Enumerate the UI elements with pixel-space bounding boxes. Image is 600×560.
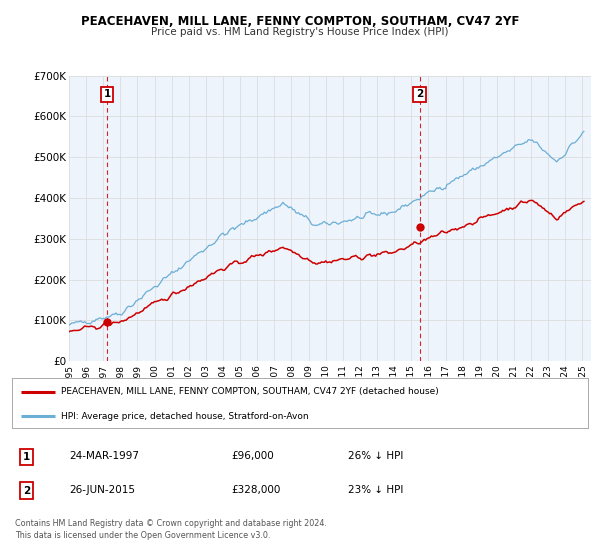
Text: £328,000: £328,000 (231, 485, 280, 495)
Text: 26-JUN-2015: 26-JUN-2015 (69, 485, 135, 495)
Text: Price paid vs. HM Land Registry's House Price Index (HPI): Price paid vs. HM Land Registry's House … (151, 27, 449, 38)
Text: 24-MAR-1997: 24-MAR-1997 (69, 451, 139, 461)
Text: PEACEHAVEN, MILL LANE, FENNY COMPTON, SOUTHAM, CV47 2YF (detached house): PEACEHAVEN, MILL LANE, FENNY COMPTON, SO… (61, 387, 439, 396)
Text: 2: 2 (416, 89, 424, 99)
Text: PEACEHAVEN, MILL LANE, FENNY COMPTON, SOUTHAM, CV47 2YF: PEACEHAVEN, MILL LANE, FENNY COMPTON, SO… (81, 15, 519, 28)
Text: 1: 1 (23, 452, 30, 462)
Text: 2: 2 (23, 486, 30, 496)
Text: 23% ↓ HPI: 23% ↓ HPI (348, 485, 403, 495)
Text: This data is licensed under the Open Government Licence v3.0.: This data is licensed under the Open Gov… (15, 531, 271, 540)
Text: £96,000: £96,000 (231, 451, 274, 461)
Text: Contains HM Land Registry data © Crown copyright and database right 2024.: Contains HM Land Registry data © Crown c… (15, 519, 327, 528)
Text: HPI: Average price, detached house, Stratford-on-Avon: HPI: Average price, detached house, Stra… (61, 412, 308, 421)
Text: 1: 1 (104, 89, 111, 99)
Text: 26% ↓ HPI: 26% ↓ HPI (348, 451, 403, 461)
